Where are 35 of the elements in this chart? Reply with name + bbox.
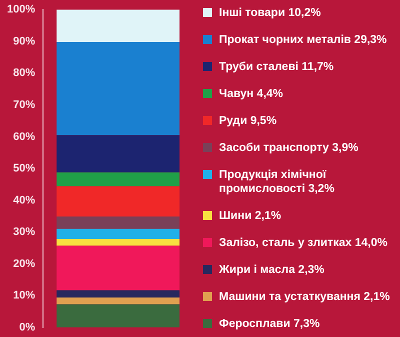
legend-label: Прокат чорних металів 29,3% <box>219 33 387 47</box>
legend-label: Шини 2,1% <box>219 209 282 223</box>
bar <box>56 42 180 136</box>
y-tick-label: 10% <box>13 290 36 302</box>
y-tick-label: 100% <box>6 4 36 16</box>
y-tick-label: 80% <box>13 67 36 80</box>
y-tick-label: 70% <box>13 98 36 111</box>
legend-label: Машини та устаткування 2,1% <box>219 290 390 304</box>
bar <box>56 186 180 216</box>
bar <box>56 135 180 172</box>
legend-label: Чавун 4,4% <box>219 87 284 101</box>
bar <box>56 216 180 229</box>
legend-label: Залізо, сталь у злитках 14,0% <box>219 236 388 250</box>
legend-label: Жири і масла 2,3% <box>219 263 324 277</box>
bar <box>56 304 180 328</box>
y-tick-label: 60% <box>13 130 36 143</box>
y-tick-label: 0% <box>19 321 36 334</box>
bar <box>56 10 180 42</box>
y-tick-label: 40% <box>13 194 36 206</box>
y-tick-label: 50% <box>13 162 36 175</box>
bar <box>56 172 180 186</box>
legend-label: Руди 9,5% <box>219 114 277 128</box>
legend-label: Феросплави 7,3% <box>219 317 320 331</box>
bar <box>56 246 180 290</box>
bar <box>56 298 180 304</box>
bar <box>56 228 180 240</box>
y-tick-label: 20% <box>13 258 36 270</box>
legend-label: Труби сталеві 11,7% <box>219 60 334 74</box>
y-tick-label: 30% <box>13 226 36 238</box>
bar <box>56 239 180 246</box>
y-tick-label: 90% <box>13 35 36 48</box>
legend-label: Засоби транспорту 3,9% <box>219 141 358 155</box>
legend-label: Продукція хімічної промисловості 3,2% <box>219 168 336 196</box>
legend-label: Інші товари 10,2% <box>219 6 321 20</box>
bar <box>56 290 180 298</box>
